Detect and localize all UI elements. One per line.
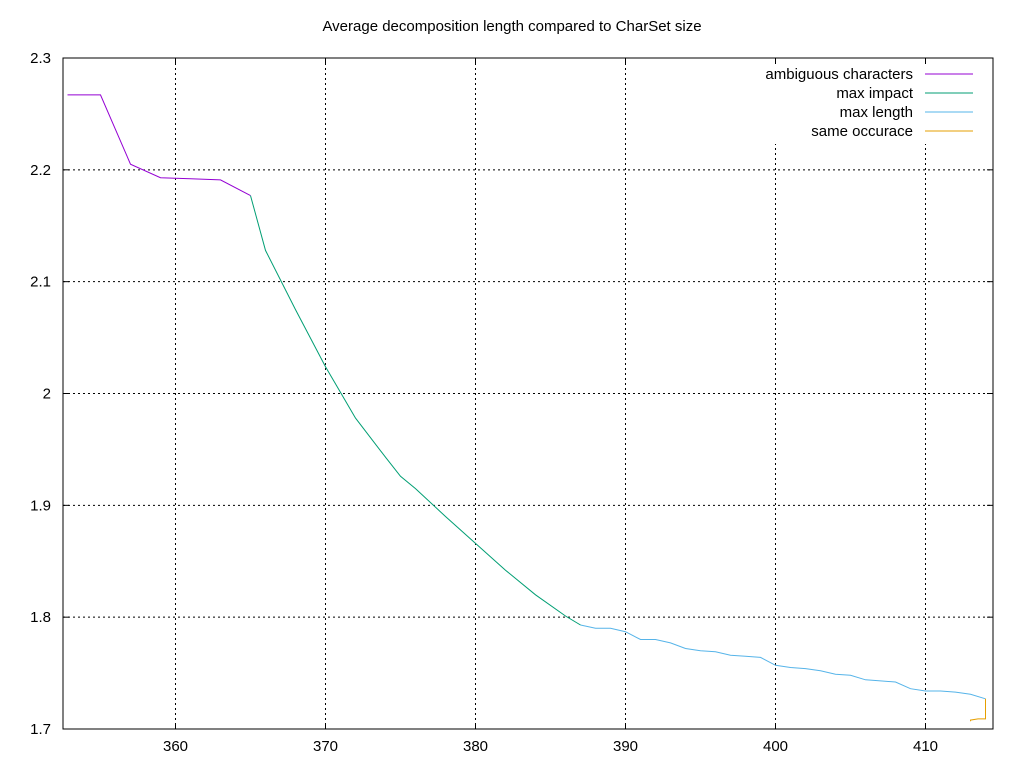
y-tick-label: 2.2 <box>30 162 51 179</box>
chart-title: Average decomposition length compared to… <box>322 18 702 35</box>
x-tick-label: 360 <box>163 738 188 755</box>
legend-label: same occurace <box>811 123 913 140</box>
y-tick-label: 2.3 <box>30 50 51 67</box>
x-tick-label: 390 <box>613 738 638 755</box>
y-tick-label: 1.8 <box>30 609 51 626</box>
series-line-2 <box>250 195 581 626</box>
x-tick-label: 410 <box>913 738 938 755</box>
x-tick-label: 400 <box>763 738 788 755</box>
x-tick-label: 370 <box>313 738 338 755</box>
x-tick-label: 380 <box>463 738 488 755</box>
y-tick-label: 2 <box>43 386 51 403</box>
series-line-3 <box>580 624 986 700</box>
y-tick-label: 2.1 <box>30 274 51 291</box>
legend-label: max impact <box>836 85 914 102</box>
legend-label: max length <box>840 104 913 121</box>
series-line-1 <box>67 94 251 197</box>
y-tick-label: 1.9 <box>30 497 51 514</box>
legend-label: ambiguous characters <box>765 66 913 83</box>
y-tick-label: 1.7 <box>30 721 51 738</box>
series-line-4 <box>970 698 986 722</box>
